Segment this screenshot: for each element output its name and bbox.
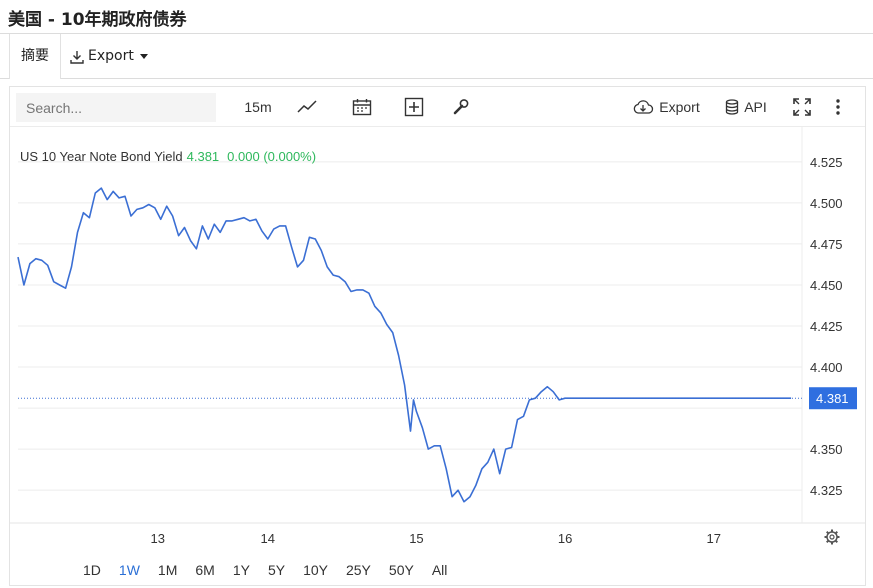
y-tick-label: 4.425 [810, 319, 843, 334]
database-icon [726, 99, 739, 115]
download-icon [70, 50, 84, 64]
api-button[interactable]: API [723, 95, 769, 119]
y-tick-label: 4.450 [810, 278, 843, 293]
more-menu-icon[interactable] [830, 95, 846, 119]
y-tick-label: 4.400 [810, 360, 843, 375]
legend-last-value: 4.381 [186, 149, 220, 164]
search-input[interactable] [16, 93, 216, 122]
chart-toolbar: 15m Export API [10, 87, 865, 127]
chart-legend: US 10 Year Note Bond Yield 4.381 0.000 (0.… [20, 149, 316, 164]
range-all[interactable]: All [431, 562, 448, 578]
chart-widget: 15m Export API 4.325 4.350 4.400 4.425 4.450… [9, 86, 866, 586]
y-tick-label: 4.350 [810, 442, 843, 457]
cloud-download-icon [633, 100, 654, 114]
interval-button[interactable]: 15m [244, 99, 272, 115]
tab-export-label: Export [88, 48, 134, 64]
y-tick-label: 4.325 [810, 483, 843, 498]
x-tick-label: 13 [151, 531, 165, 546]
legend-change: 0.000 (0.000%) [227, 149, 317, 164]
y-tick-label: 4.475 [810, 237, 843, 252]
export-button[interactable]: Export [630, 95, 702, 119]
series-line [17, 187, 792, 503]
range-1y[interactable]: 1Y [232, 562, 250, 578]
range-10y[interactable]: 10Y [303, 562, 328, 578]
range-1w[interactable]: 1W [118, 562, 140, 578]
add-indicator-icon[interactable] [403, 95, 425, 119]
x-tick-label: 16 [558, 531, 572, 546]
chart-area[interactable]: 4.325 4.350 4.400 4.425 4.450 4.475 4.500 4.525… [10, 87, 865, 585]
range-6m[interactable]: 6M [195, 562, 215, 578]
tab-summary[interactable]: 摘要 [9, 34, 61, 79]
gear-icon[interactable] [824, 529, 840, 545]
api-label: API [744, 99, 767, 115]
wrench-icon[interactable] [450, 95, 472, 119]
range-25y[interactable]: 25Y [345, 562, 371, 578]
last-value-label: 4.381 [816, 391, 849, 406]
range-5y[interactable]: 5Y [267, 562, 286, 578]
x-tick-label: 17 [707, 531, 721, 546]
fullscreen-icon[interactable] [791, 95, 813, 119]
range-50y[interactable]: 50Y [388, 562, 414, 578]
x-tick-label: 14 [261, 531, 275, 546]
export-label: Export [659, 99, 700, 115]
x-tick-label: 15 [409, 531, 423, 546]
calendar-icon[interactable] [350, 95, 374, 119]
title-bar: 美国 - 10年期政府债券 [0, 0, 873, 34]
range-selector: 1D 1W 1M 6M 1Y 5Y 10Y 25Y 50Y All [74, 562, 456, 584]
range-1d[interactable]: 1D [83, 562, 101, 578]
tab-bar: 摘要 Export [0, 34, 873, 79]
y-tick-label: 4.525 [810, 155, 843, 170]
tab-export[interactable]: Export [70, 34, 148, 79]
chevron-down-icon [139, 54, 148, 59]
legend-series-name: US 10 Year Note Bond Yield [20, 149, 183, 164]
y-tick-label: 4.500 [810, 196, 843, 211]
page-title: 美国 - 10年期政府债券 [8, 10, 187, 30]
line-chart-icon[interactable] [294, 95, 320, 119]
range-1m[interactable]: 1M [157, 562, 178, 578]
last-value-badge [809, 387, 857, 410]
